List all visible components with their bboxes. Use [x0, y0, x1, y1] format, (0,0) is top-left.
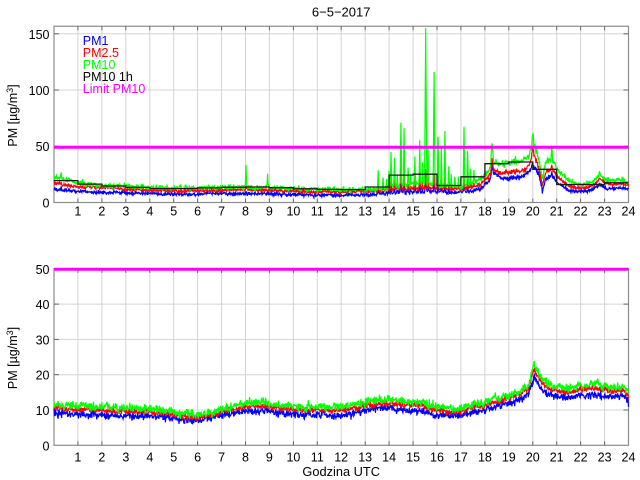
svg-text:1: 1	[74, 205, 81, 219]
svg-text:23: 23	[598, 451, 612, 465]
svg-text:Limit PM10: Limit PM10	[83, 82, 146, 96]
svg-text:Godzina UTC: Godzina UTC	[302, 464, 380, 479]
svg-text:13: 13	[358, 205, 372, 219]
svg-text:50: 50	[36, 263, 50, 277]
svg-text:15: 15	[406, 205, 420, 219]
svg-text:24: 24	[622, 451, 636, 465]
svg-text:10: 10	[36, 404, 50, 418]
svg-text:0: 0	[43, 197, 50, 211]
svg-text:PM [µg/m3]: PM [µg/m3]	[5, 84, 20, 146]
svg-text:7: 7	[218, 451, 225, 465]
svg-text:19: 19	[502, 205, 516, 219]
svg-text:23: 23	[598, 205, 612, 219]
svg-text:13: 13	[358, 451, 372, 465]
svg-text:16: 16	[430, 451, 444, 465]
svg-text:21: 21	[550, 451, 564, 465]
svg-text:6: 6	[194, 451, 201, 465]
svg-text:12: 12	[334, 205, 348, 219]
svg-text:18: 18	[478, 205, 492, 219]
svg-text:15: 15	[406, 451, 420, 465]
svg-text:16: 16	[430, 205, 444, 219]
svg-text:7: 7	[218, 205, 225, 219]
svg-text:8: 8	[242, 205, 249, 219]
svg-text:PM1: PM1	[83, 34, 109, 48]
svg-text:17: 17	[454, 205, 468, 219]
svg-text:30: 30	[36, 333, 50, 347]
svg-text:4: 4	[146, 451, 153, 465]
svg-text:0: 0	[43, 439, 50, 453]
svg-text:40: 40	[36, 298, 50, 312]
svg-text:9: 9	[266, 205, 273, 219]
svg-text:6: 6	[194, 205, 201, 219]
svg-text:6−5−2017: 6−5−2017	[312, 5, 371, 20]
svg-text:12: 12	[334, 451, 348, 465]
svg-text:3: 3	[122, 205, 129, 219]
svg-text:18: 18	[478, 451, 492, 465]
svg-text:50: 50	[36, 140, 50, 154]
svg-text:14: 14	[382, 451, 396, 465]
svg-text:8: 8	[242, 451, 249, 465]
svg-text:20: 20	[36, 369, 50, 383]
svg-text:PM [µg/m3]: PM [µg/m3]	[5, 327, 20, 389]
svg-text:10: 10	[286, 205, 300, 219]
svg-text:5: 5	[170, 451, 177, 465]
svg-text:3: 3	[122, 451, 129, 465]
svg-text:2: 2	[98, 205, 105, 219]
svg-text:5: 5	[170, 205, 177, 219]
svg-text:PM10: PM10	[83, 58, 116, 72]
svg-text:10: 10	[286, 451, 300, 465]
svg-text:22: 22	[574, 451, 588, 465]
svg-text:17: 17	[454, 451, 468, 465]
svg-text:14: 14	[382, 205, 396, 219]
svg-text:150: 150	[29, 28, 50, 42]
svg-text:21: 21	[550, 205, 564, 219]
svg-text:22: 22	[574, 205, 588, 219]
svg-text:20: 20	[526, 451, 540, 465]
svg-text:2: 2	[98, 451, 105, 465]
svg-text:20: 20	[526, 205, 540, 219]
svg-text:1: 1	[74, 451, 81, 465]
svg-text:19: 19	[502, 451, 516, 465]
svg-text:24: 24	[622, 205, 636, 219]
svg-text:11: 11	[311, 205, 324, 219]
svg-text:11: 11	[311, 451, 324, 465]
svg-text:PM2.5: PM2.5	[83, 46, 119, 60]
svg-text:9: 9	[266, 451, 273, 465]
svg-text:4: 4	[146, 205, 153, 219]
svg-text:PM10 1h: PM10 1h	[83, 70, 133, 84]
svg-text:100: 100	[29, 84, 50, 98]
